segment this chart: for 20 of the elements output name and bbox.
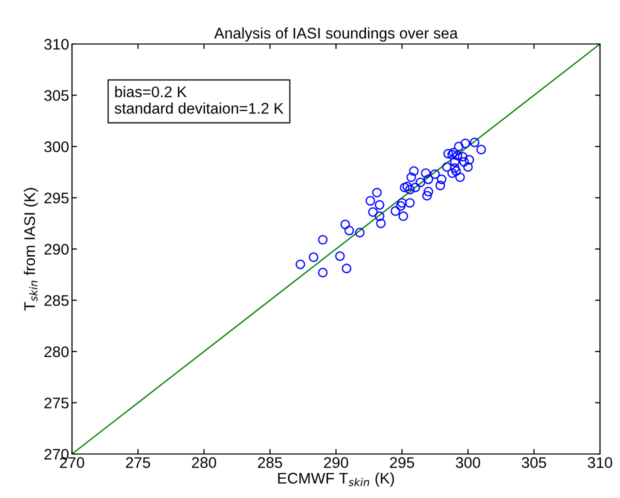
y-axis-title: T$_{skin}$ from IASI (K) (24, 188, 38, 311)
x-tick-label: 290 (324, 457, 348, 468)
x-tick-label: 310 (588, 457, 612, 468)
annotation: bias=0.2 K standard devitaion=1.2 K (114, 86, 284, 114)
x-axis-title: ECMWF T$_{skin}$ (K) (278, 472, 394, 487)
x-tick-label: 275 (126, 457, 150, 468)
y-tick-label: 300 (44, 141, 69, 152)
y-tick-label: 280 (44, 346, 69, 358)
y-tick-label: 275 (44, 398, 69, 408)
x-tick-label: 280 (192, 457, 216, 468)
y-tick-label: 310 (44, 38, 69, 50)
x-tick-label: 295 (390, 457, 414, 468)
chart-title: Analysis of IASI soundings over sea (214, 27, 458, 42)
y-tick-label: 305 (44, 90, 69, 101)
x-tick-label: 305 (522, 457, 546, 468)
y-tick-label: 290 (44, 244, 69, 255)
x-tick-label: 300 (456, 457, 480, 468)
y-tick-label: 285 (44, 295, 69, 306)
y-tick-label: 295 (44, 192, 69, 204)
x-tick-label: 285 (258, 457, 282, 468)
